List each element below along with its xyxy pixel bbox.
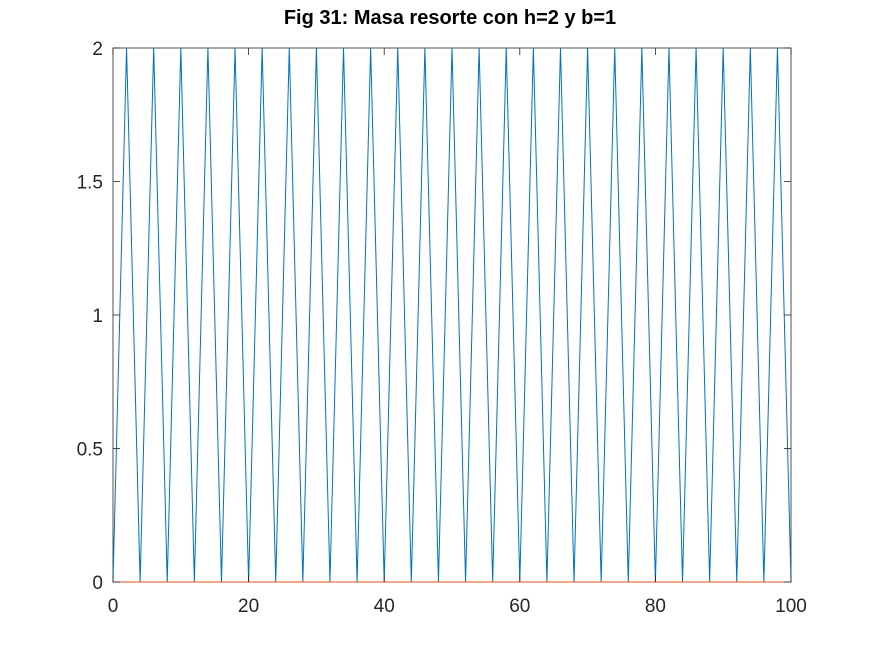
plot-area: 0 20 40 60 80 100 0 0.5 1 1.5 2: [77, 39, 807, 617]
series-line-1: [112, 47, 792, 583]
x-tick-label: 20: [238, 596, 259, 617]
y-tick-label: 1.5: [77, 173, 103, 194]
y-tick-label: 1: [92, 306, 103, 327]
y-tick-label: 0.5: [77, 440, 103, 461]
x-tick-label: 60: [509, 596, 530, 617]
x-tick-label: 100: [775, 596, 807, 617]
y-tick-label: 0: [92, 573, 103, 594]
y-tick-label: 2: [92, 39, 103, 60]
x-tick-label: 0: [108, 596, 119, 617]
chart-title: Fig 31: Masa resorte con h=2 y b=1: [284, 7, 616, 29]
x-tick-label: 80: [645, 596, 666, 617]
x-tick-label: 40: [374, 596, 395, 617]
